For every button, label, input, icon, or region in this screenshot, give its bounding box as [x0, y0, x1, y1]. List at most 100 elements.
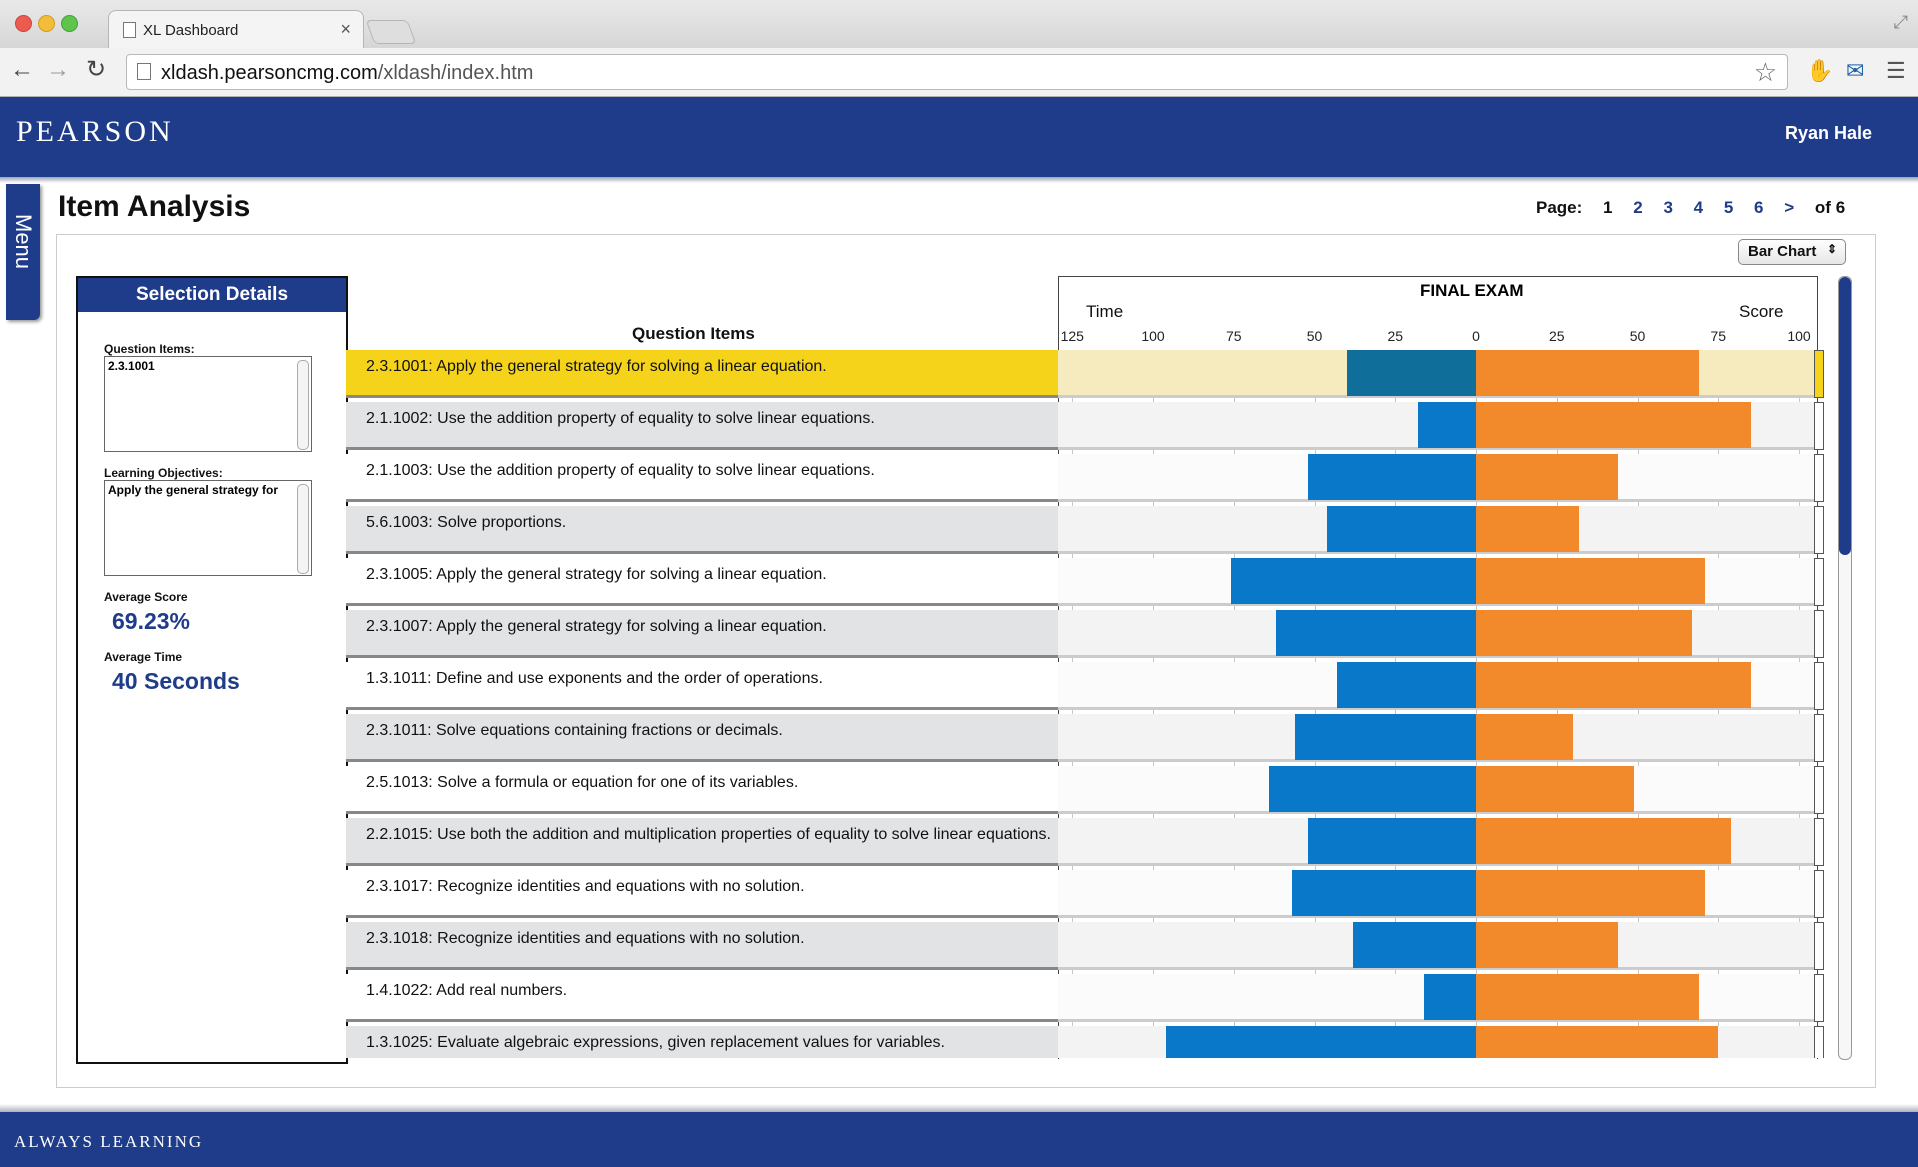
page-link-2[interactable]: 2	[1633, 198, 1643, 217]
score-bar[interactable]	[1476, 714, 1573, 760]
time-bar[interactable]	[1269, 766, 1476, 812]
question-item-label[interactable]: 2.2.1015: Use both the addition and mult…	[346, 818, 1058, 866]
pearson-logo: PEARSON	[16, 115, 174, 148]
question-item-label[interactable]: 2.3.1005: Apply the general strategy for…	[346, 558, 1058, 606]
page-link-3[interactable]: 3	[1663, 198, 1673, 217]
time-tick-label: 100	[1141, 328, 1165, 344]
question-item-label[interactable]: 1.3.1011: Define and use exponents and t…	[346, 662, 1058, 710]
question-item-label[interactable]: 1.3.1025: Evaluate algebraic expressions…	[346, 1026, 1058, 1058]
back-arrow-icon[interactable]: ←	[10, 56, 34, 83]
score-bar[interactable]	[1476, 610, 1693, 656]
score-bar[interactable]	[1476, 558, 1706, 604]
question-item-label[interactable]: 2.3.1017: Recognize identities and equat…	[346, 870, 1058, 918]
question-items-field[interactable]: 2.3.1001	[104, 356, 312, 452]
question-item-label[interactable]: 5.6.1003: Solve proportions.	[346, 506, 1058, 554]
time-bar[interactable]	[1424, 974, 1476, 1020]
time-bar[interactable]	[1327, 506, 1476, 552]
extension-icon[interactable]: ✋	[1806, 58, 1834, 83]
page-link-5[interactable]: 5	[1723, 198, 1734, 217]
browser-toolbar: ← → ↻ xldash.pearsoncmg.com/xldash/index…	[0, 48, 1918, 97]
selection-details-heading: Selection Details	[78, 278, 346, 312]
time-bar[interactable]	[1308, 454, 1476, 500]
question-item-label[interactable]: 2.3.1001: Apply the general strategy for…	[346, 350, 1058, 398]
page-link-1[interactable]: 1	[1603, 198, 1613, 217]
table-row[interactable]: 1.4.1022: Add real numbers.	[346, 974, 1824, 1022]
time-bar[interactable]	[1353, 922, 1476, 968]
time-bar[interactable]	[1308, 818, 1476, 864]
time-bar[interactable]	[1230, 558, 1476, 604]
score-bar[interactable]	[1476, 818, 1732, 864]
page-link-6[interactable]: 6	[1754, 198, 1764, 217]
close-window-button[interactable]	[15, 15, 32, 32]
address-bar[interactable]: xldash.pearsoncmg.com/xldash/index.htm ☆	[126, 54, 1788, 90]
table-row[interactable]: 2.3.1011: Solve equations containing fra…	[346, 714, 1824, 762]
user-name[interactable]: Ryan Hale	[1784, 123, 1872, 143]
reload-icon[interactable]: ↻	[86, 56, 107, 83]
question-items-label: Question Items:	[104, 342, 195, 356]
next-page-link[interactable]: >	[1784, 198, 1795, 217]
table-row[interactable]: 1.3.1025: Evaluate algebraic expressions…	[346, 1026, 1824, 1058]
table-row[interactable]: 5.6.1003: Solve proportions.	[346, 506, 1824, 554]
question-item-label[interactable]: 2.5.1013: Solve a formula or equation fo…	[346, 766, 1058, 814]
score-bar[interactable]	[1476, 1026, 1719, 1058]
time-bar[interactable]	[1291, 870, 1476, 916]
browser-menu-icon[interactable]: ☰	[1886, 58, 1906, 83]
table-row[interactable]: 2.3.1017: Recognize identities and equat…	[346, 870, 1824, 918]
browser-tab[interactable]: XL Dashboard ×	[108, 10, 364, 49]
average-score-value: 69.23%	[112, 608, 191, 634]
question-item-label[interactable]: 1.4.1022: Add real numbers.	[346, 974, 1058, 1022]
time-bar[interactable]	[1346, 350, 1476, 396]
row-end-cap	[1814, 350, 1824, 398]
chart-type-select[interactable]: Bar Chart ⇕	[1738, 239, 1846, 265]
fullscreen-icon[interactable]: ⤢	[1893, 12, 1908, 32]
field-scrollbar[interactable]	[297, 484, 309, 574]
bookmark-star-icon[interactable]: ☆	[1753, 57, 1777, 87]
question-item-label[interactable]: 2.1.1002: Use the addition property of e…	[346, 402, 1058, 450]
zoom-window-button[interactable]	[61, 15, 78, 32]
menu-label: Menu	[11, 214, 36, 270]
time-bar[interactable]	[1275, 610, 1476, 656]
table-row[interactable]: 2.3.1007: Apply the general strategy for…	[346, 610, 1824, 658]
table-row[interactable]: 2.5.1013: Solve a formula or equation fo…	[346, 766, 1824, 814]
question-item-label[interactable]: 2.1.1003: Use the addition property of e…	[346, 454, 1058, 502]
time-bar[interactable]	[1417, 402, 1476, 448]
score-bar[interactable]	[1476, 922, 1619, 968]
time-bar[interactable]	[1295, 714, 1476, 760]
score-bar[interactable]	[1476, 506, 1580, 552]
question-item-label[interactable]: 2.3.1011: Solve equations containing fra…	[346, 714, 1058, 762]
menu-tab[interactable]: Menu	[6, 184, 40, 320]
row-end-cap	[1814, 818, 1824, 866]
score-bar[interactable]	[1476, 974, 1699, 1020]
select-arrows-icon: ⇕	[1826, 242, 1837, 256]
score-bar[interactable]	[1476, 662, 1751, 708]
time-bar[interactable]	[1337, 662, 1476, 708]
page-link-4[interactable]: 4	[1693, 198, 1704, 217]
question-item-label[interactable]: 2.3.1007: Apply the general strategy for…	[346, 610, 1058, 658]
table-row[interactable]: 2.3.1018: Recognize identities and equat…	[346, 922, 1824, 970]
score-bar[interactable]	[1476, 402, 1751, 448]
scrollbar-thumb[interactable]	[1839, 277, 1851, 555]
new-tab-button[interactable]	[365, 20, 417, 44]
table-row[interactable]: 2.1.1003: Use the addition property of e…	[346, 454, 1824, 502]
table-row[interactable]: 2.3.1001: Apply the general strategy for…	[346, 350, 1824, 398]
score-bar[interactable]	[1476, 350, 1699, 396]
forward-arrow-icon[interactable]: →	[46, 56, 70, 83]
learning-objectives-field[interactable]: Apply the general strategy for	[104, 480, 312, 576]
score-bar[interactable]	[1476, 766, 1635, 812]
url-text[interactable]: xldash.pearsoncmg.com/xldash/index.htm	[161, 62, 534, 84]
vertical-scrollbar[interactable]	[1838, 276, 1852, 1060]
close-tab-icon[interactable]: ×	[340, 19, 351, 39]
score-bar[interactable]	[1476, 454, 1619, 500]
question-item-label[interactable]: 2.3.1018: Recognize identities and equat…	[346, 922, 1058, 970]
field-scrollbar[interactable]	[297, 360, 309, 450]
time-axis-label: Time	[1086, 302, 1124, 321]
mail-icon[interactable]: ✉	[1846, 58, 1865, 83]
score-bar[interactable]	[1476, 870, 1706, 916]
row-end-cap	[1814, 610, 1824, 658]
table-row[interactable]: 1.3.1011: Define and use exponents and t…	[346, 662, 1824, 710]
table-row[interactable]: 2.3.1005: Apply the general strategy for…	[346, 558, 1824, 606]
minimize-window-button[interactable]	[38, 15, 55, 32]
table-row[interactable]: 2.2.1015: Use both the addition and mult…	[346, 818, 1824, 866]
time-bar[interactable]	[1165, 1026, 1476, 1058]
table-row[interactable]: 2.1.1002: Use the addition property of e…	[346, 402, 1824, 450]
